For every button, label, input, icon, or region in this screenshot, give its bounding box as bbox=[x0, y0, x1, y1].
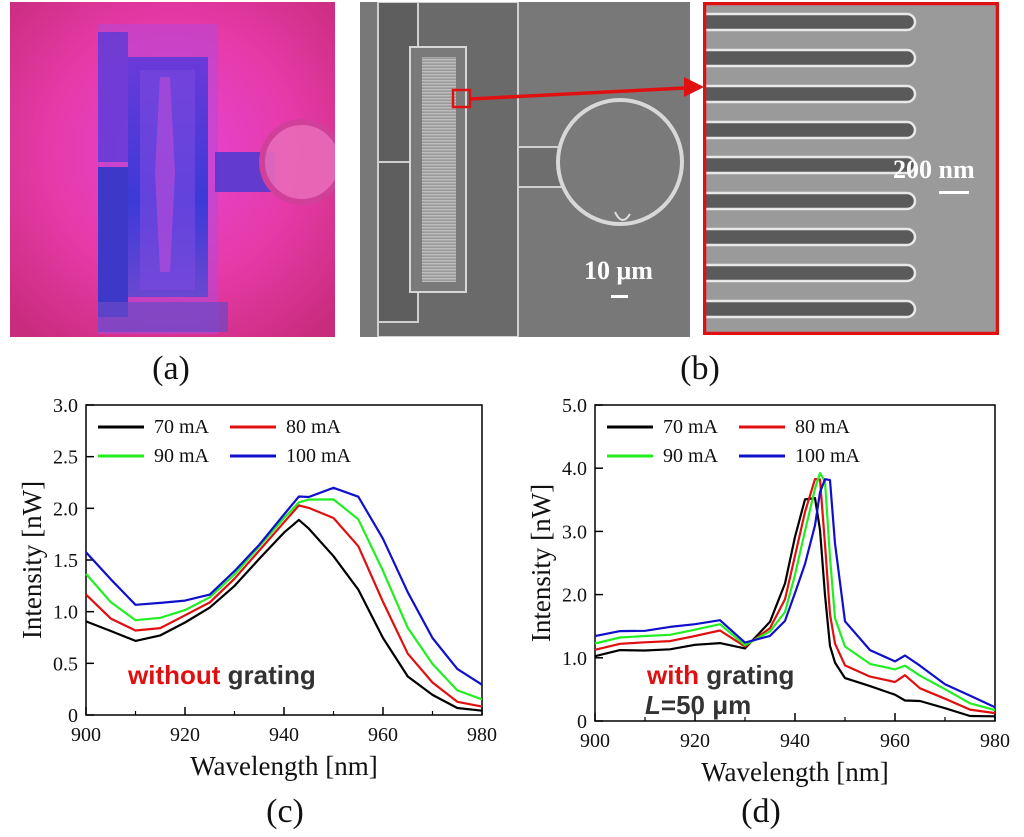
legend-label: 80 mA bbox=[286, 416, 342, 438]
x-tick-label: 940 bbox=[269, 724, 299, 746]
x-tick-label: 940 bbox=[780, 730, 810, 752]
y-tick-label: 2.0 bbox=[562, 585, 587, 607]
x-axis-label: Wavelength [nm] bbox=[701, 757, 889, 787]
y-axis-label: Intensity [nW] bbox=[17, 481, 47, 639]
series-line-90-mA bbox=[85, 498, 483, 701]
panel-c-label: (c) bbox=[266, 793, 304, 830]
panel-b-zoom-inset bbox=[691, 1, 1000, 336]
grating-finger bbox=[691, 84, 917, 104]
panel-b-label: (b) bbox=[680, 350, 720, 387]
x-tick-label: 960 bbox=[880, 730, 910, 752]
scalebar-10um bbox=[611, 295, 628, 298]
scalebar-200nm bbox=[939, 191, 969, 194]
annotation-grating-c: grating bbox=[220, 660, 316, 690]
x-tick-label: 900 bbox=[580, 730, 610, 752]
legend-label: 90 mA bbox=[663, 445, 719, 467]
legend-label: 100 mA bbox=[795, 445, 861, 467]
y-tick-label: 2.0 bbox=[53, 498, 78, 520]
series-line-100-mA bbox=[594, 478, 996, 709]
scalebar-200nm-label: 200 nm bbox=[893, 155, 975, 184]
panel-d-label: (d) bbox=[741, 793, 781, 830]
grating-finger bbox=[691, 12, 917, 32]
x-axis-label: Wavelength [nm] bbox=[190, 751, 378, 781]
y-tick-label: 1.5 bbox=[53, 550, 78, 572]
series-line-70-mA bbox=[85, 518, 483, 712]
y-tick-label: 0 bbox=[68, 705, 78, 727]
annotation-grating-d: grating bbox=[699, 660, 795, 690]
series-line-90-mA bbox=[594, 472, 996, 712]
y-tick-label: 4.0 bbox=[562, 458, 587, 480]
zoom-inset-sem bbox=[691, 1, 1000, 336]
y-tick-label: 1.0 bbox=[53, 602, 78, 624]
annotation-without-grating: without grating bbox=[128, 660, 316, 691]
legend-label: 80 mA bbox=[795, 416, 851, 438]
series-line-80-mA bbox=[85, 504, 483, 708]
grating-finger bbox=[691, 191, 917, 211]
annotation-without: without bbox=[128, 660, 221, 690]
legend-label: 70 mA bbox=[663, 416, 719, 438]
annotation-with-grating: with grating bbox=[647, 660, 794, 691]
grating-finger bbox=[691, 48, 917, 68]
annotation-length-symbol: L bbox=[645, 690, 661, 720]
scalebar-10um-label: 10 μm bbox=[584, 256, 653, 285]
panel-a-photo bbox=[10, 2, 345, 337]
panel-a-label: (a) bbox=[152, 350, 190, 387]
x-tick-label: 920 bbox=[170, 724, 200, 746]
legend-label: 90 mA bbox=[154, 445, 210, 467]
x-tick-label: 980 bbox=[980, 730, 1010, 752]
x-tick-label: 960 bbox=[368, 724, 398, 746]
chart-d: 900 920 940 960 980 0 1.0 2.0 3.0 4.0 5.0 Wavelengt… bbox=[526, 395, 1010, 787]
panel-b-sem-image bbox=[360, 1, 690, 338]
annotation-with: with bbox=[647, 660, 699, 690]
zoom-arrow bbox=[469, 86, 686, 101]
grating-fingers bbox=[691, 12, 917, 319]
y-tick-label: 0 bbox=[577, 711, 587, 733]
y-tick-label: 5.0 bbox=[562, 395, 587, 417]
chart-c: 900 920 940 960 980 0 0.5 1.0 1.5 2.0 2.5 3.0 Wavele… bbox=[17, 395, 497, 781]
zoom-arrowhead bbox=[684, 77, 704, 97]
x-tick-label: 980 bbox=[467, 724, 497, 746]
grating-finger bbox=[691, 299, 917, 319]
annotation-length: L=50 μm bbox=[645, 690, 751, 721]
y-tick-label: 2.5 bbox=[53, 447, 78, 469]
y-axis-label: Intensity [nW] bbox=[526, 484, 556, 642]
series-line-100-mA bbox=[85, 486, 483, 686]
grating-finger bbox=[691, 263, 917, 283]
annotation-length-value: =50 μm bbox=[660, 690, 752, 720]
grating-finger bbox=[691, 155, 917, 175]
legend-label: 70 mA bbox=[154, 416, 210, 438]
y-tick-label: 3.0 bbox=[53, 395, 78, 417]
legend-label: 100 mA bbox=[286, 445, 352, 467]
grating-finger bbox=[691, 227, 917, 247]
y-tick-label: 1.0 bbox=[562, 648, 587, 670]
x-tick-label: 900 bbox=[71, 724, 101, 746]
panel-b-sem bbox=[360, 1, 690, 338]
y-tick-label: 3.0 bbox=[562, 521, 587, 543]
x-tick-label: 920 bbox=[680, 730, 710, 752]
y-tick-label: 0.5 bbox=[53, 653, 78, 675]
grating-finger bbox=[691, 120, 917, 140]
panel-a-image bbox=[10, 2, 345, 337]
